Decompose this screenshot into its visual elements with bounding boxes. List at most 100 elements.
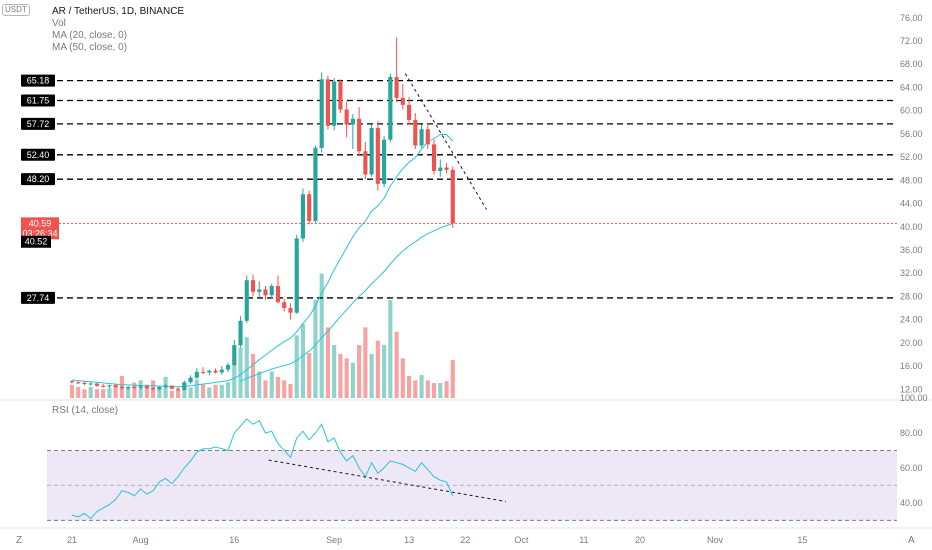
- volume-bar: [388, 300, 393, 398]
- candle-body: [444, 167, 449, 170]
- candle-body: [176, 388, 181, 390]
- candle-body: [313, 147, 318, 221]
- volume-bar: [288, 383, 293, 398]
- volume-bar: [400, 358, 405, 398]
- volume-bar: [188, 387, 193, 398]
- volume-bar: [263, 380, 268, 398]
- price-tick-label: 76.00: [900, 13, 923, 23]
- candle-body: [263, 289, 268, 296]
- candle-body: [269, 285, 274, 296]
- chart-legend: AR / TetherUS, 1D, BINANCE Vol MA (20, c…: [52, 6, 184, 54]
- auto-scale-button[interactable]: A: [908, 535, 915, 546]
- candle-body: [407, 104, 412, 120]
- volume-bar: [176, 390, 181, 398]
- candle-body: [325, 79, 330, 126]
- candle-body: [275, 285, 281, 303]
- rsi-tick-label: 40.00: [900, 498, 923, 508]
- date-tick-label: 11: [579, 535, 588, 545]
- candle-body: [163, 385, 168, 387]
- candle-body: [288, 308, 293, 313]
- volume-bar: [313, 300, 318, 398]
- candle-body: [207, 370, 212, 373]
- candle-body: [350, 118, 355, 125]
- volume-bar: [101, 389, 106, 398]
- candle-body: [382, 139, 387, 184]
- volume-bar: [357, 345, 362, 398]
- volume-bar: [338, 353, 343, 398]
- ma-value-badge-bg: [21, 235, 51, 248]
- level-label-bg: [21, 74, 55, 87]
- volume-legend[interactable]: Vol: [52, 18, 66, 29]
- volume-bar: [144, 384, 149, 398]
- level-label-bg: [21, 173, 55, 186]
- candle-body: [157, 386, 162, 390]
- rsi-legend[interactable]: RSI (14, close): [52, 405, 119, 416]
- date-tick-label: 21: [67, 535, 77, 545]
- volume-bar: [431, 383, 437, 398]
- candle-body: [244, 280, 249, 321]
- ma20-legend[interactable]: MA (20, close, 0): [52, 30, 128, 41]
- candle-body: [188, 377, 193, 383]
- ma20-line: [71, 134, 454, 388]
- candle-body: [151, 388, 156, 390]
- rsi-line: [71, 418, 454, 520]
- price-tick-label: 44.00: [900, 199, 923, 209]
- candle-body: [344, 109, 349, 125]
- volume-bar: [219, 384, 224, 398]
- price-tick-label: 52.00: [900, 152, 923, 162]
- level-label-bg: [21, 148, 55, 161]
- price-tick-label: 56.00: [900, 129, 923, 139]
- volume-bar: [76, 386, 81, 398]
- level-label: 61.75: [21, 94, 55, 107]
- candle-body: [101, 385, 106, 387]
- candle-body: [69, 381, 75, 383]
- volume-bar: [82, 389, 87, 398]
- ma50-line: [240, 223, 453, 382]
- price-tick-label: 12.00: [900, 384, 923, 394]
- candle-body: [363, 151, 368, 175]
- ma50-legend[interactable]: MA (50, close, 0): [52, 42, 128, 53]
- level-label-text: 48.20: [27, 174, 50, 184]
- candle-body: [94, 383, 100, 386]
- candle-body: [431, 144, 437, 172]
- rsi-tick-label: 80.00: [900, 428, 923, 438]
- symbol-title[interactable]: AR / TetherUS, 1D, BINANCE: [52, 6, 185, 17]
- volume-bar: [438, 383, 443, 398]
- volume-bar: [319, 273, 324, 398]
- candle-body: [201, 371, 206, 373]
- candle-body: [375, 128, 380, 184]
- candle-body: [307, 194, 312, 221]
- ma-value-badge: 40.52: [21, 235, 51, 248]
- timezone-button[interactable]: Z: [16, 535, 23, 546]
- volume-bar: [257, 371, 262, 398]
- candle-body: [438, 167, 443, 172]
- date-tick-label: 20: [635, 535, 645, 545]
- price-tick-label: 68.00: [900, 59, 923, 69]
- volume-bar: [425, 380, 430, 398]
- price-tick-label: 40.00: [900, 222, 923, 232]
- price-tick-label: 28.00: [900, 291, 923, 301]
- candle-body: [300, 194, 306, 239]
- date-tick-label: Sep: [326, 535, 342, 545]
- currency-badge[interactable]: USDT: [2, 4, 30, 16]
- volume-bar: [88, 386, 93, 398]
- level-label: 52.40: [21, 148, 55, 161]
- volume-bar: [332, 345, 337, 398]
- volume-bar: [407, 375, 412, 398]
- level-label-text: 57.72: [27, 119, 50, 129]
- candle-body: [213, 370, 218, 373]
- volume-bar: [369, 353, 374, 398]
- date-tick-label: Oct: [514, 535, 529, 545]
- candle-body: [394, 77, 399, 98]
- volume-bar: [413, 380, 418, 398]
- candle-body: [194, 371, 199, 378]
- volume-bar: [375, 340, 380, 398]
- volume-bar: [325, 327, 330, 398]
- candle-body: [238, 320, 243, 346]
- level-label: 57.72: [21, 117, 55, 130]
- volume-bar: [107, 388, 112, 398]
- level-label-bg: [21, 94, 55, 107]
- rsi-tick-label: 100.00: [900, 393, 928, 403]
